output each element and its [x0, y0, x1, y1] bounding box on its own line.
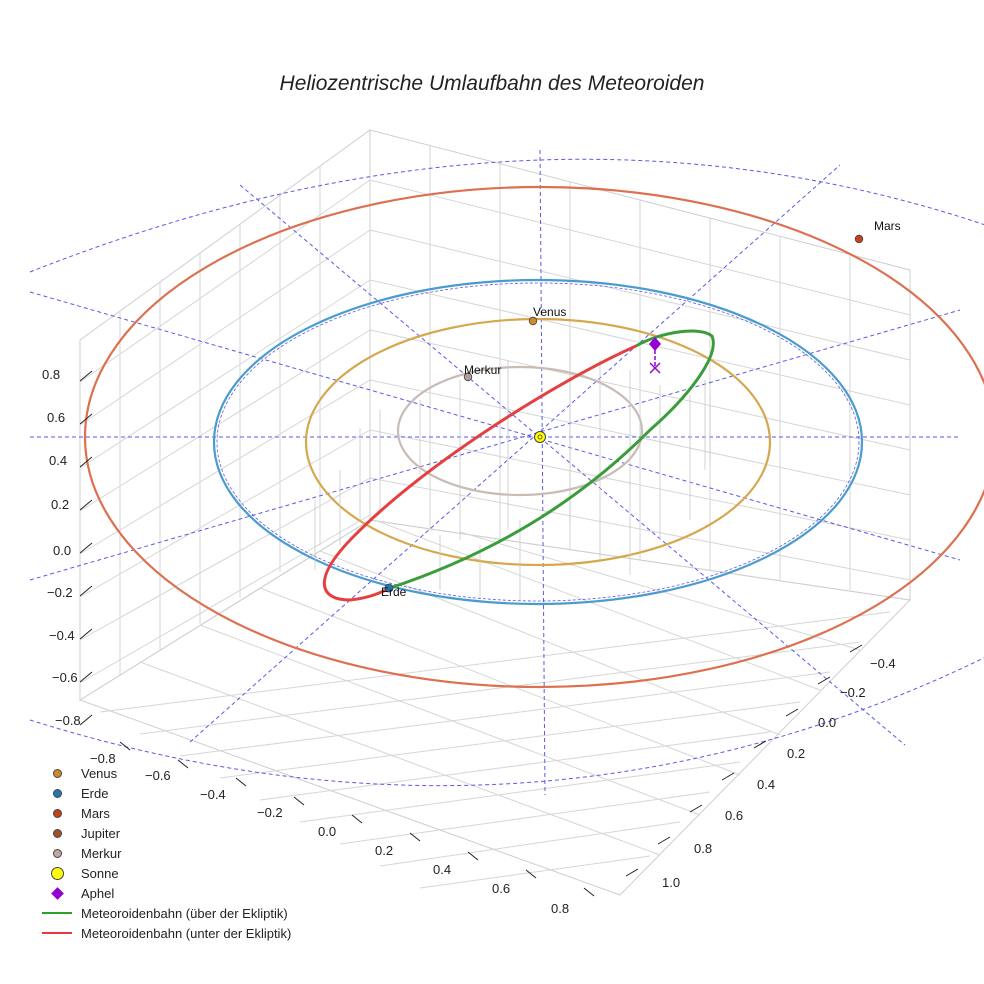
y-tick: 0.6 [725, 808, 743, 823]
legend-label: Merkur [81, 846, 122, 861]
venus-legend-marker [52, 769, 62, 779]
x-tick: 0.6 [492, 881, 510, 896]
earth-orbit-reference [216, 282, 860, 602]
legend-item-orbit-above[interactable]: Meteoroidenbahn (über der Ekliptik) [40, 903, 291, 923]
legend-label: Venus [81, 766, 118, 782]
sun-marker[interactable] [534, 431, 546, 443]
x-tick: 0.4 [433, 862, 451, 877]
earth-marker[interactable] [384, 583, 394, 593]
y-tick: −0.2 [840, 685, 866, 700]
mercury-legend-marker [52, 849, 62, 858]
aphelion-marker[interactable] [649, 337, 661, 351]
x-axis: −0.8 −0.6 −0.4 −0.2 0.0 0.2 0.4 0.6 0.8 [90, 741, 595, 916]
legend-label: Sonne [81, 865, 119, 881]
legend-label: Erde [81, 786, 109, 802]
meteoroid-orbit-above-ecliptic [389, 329, 715, 590]
mars-marker[interactable] [854, 234, 864, 244]
legend-label: Meteoroidenbahn (über der Ekliptik) [81, 905, 288, 921]
y-tick: 0.4 [757, 777, 775, 792]
orbit-above-legend-line [42, 912, 72, 915]
chart-title: Heliozentrische Umlaufbahn des Meteoroid… [279, 72, 705, 95]
legend-label: Jupiter [81, 826, 121, 842]
mars-label: Mars [874, 219, 901, 233]
z-tick: 0.2 [51, 497, 69, 512]
sun-center [537, 434, 543, 440]
x-tick: −0.8 [90, 751, 116, 766]
y-tick: 0.8 [694, 841, 712, 856]
legend-label: Aphel [81, 885, 115, 901]
aphelion-projection-marker [649, 362, 661, 374]
y-tick: 0.2 [787, 746, 805, 761]
legend-item-mars[interactable]: Mars [40, 804, 291, 824]
legend-label: Mars [81, 806, 110, 822]
z-tick: 0.4 [49, 453, 67, 468]
jupiter-legend-marker [52, 829, 62, 839]
legend-item-orbit-below[interactable]: Meteoroidenbahn (unter der Ekliptik) [40, 923, 291, 943]
aphelion-legend-marker [50, 886, 64, 900]
y-tick: −0.4 [870, 656, 896, 671]
legend-item-jupiter[interactable]: Jupiter [40, 824, 291, 844]
drop-lines [314, 352, 711, 600]
x-tick: 0.0 [318, 824, 336, 839]
legend-item-sonne[interactable]: Sonne [40, 863, 291, 883]
venus-marker[interactable] [528, 316, 538, 326]
mars-legend-marker [52, 809, 62, 819]
x-tick: 0.2 [375, 843, 393, 858]
y-tick: 1.0 [662, 875, 680, 890]
z-tick: −0.4 [49, 628, 75, 643]
x-tick: −0.2 [257, 805, 283, 820]
legend-item-aphel[interactable]: Aphel [40, 883, 291, 903]
y-tick: 0.0 [818, 715, 836, 730]
z-tick: 0.6 [47, 410, 65, 425]
venus-label: Venus [533, 305, 566, 319]
x-tick: −0.4 [200, 787, 226, 802]
legend-item-venus[interactable]: Venus [40, 764, 291, 784]
x-tick: 0.8 [551, 901, 569, 916]
legend: Venus Erde Mars Jupiter Merkur Sonne Aph… [40, 764, 291, 943]
earth-orbit [212, 278, 864, 606]
z-axis: 0.8 0.6 0.4 0.2 0.0 −0.2 −0.4 −0.6 −0.8 [42, 367, 93, 728]
legend-item-erde[interactable]: Erde [40, 784, 291, 804]
z-tick: 0.0 [53, 543, 71, 558]
orbit-below-legend-line [42, 932, 72, 935]
mars-orbit [84, 185, 984, 689]
y-axis: −0.4 −0.2 0.0 0.2 0.4 0.6 0.8 1.0 [625, 644, 896, 890]
mercury-orbit [396, 365, 644, 497]
mercury-marker[interactable] [463, 372, 473, 382]
sun-legend-marker [50, 866, 64, 880]
earth-legend-marker [52, 789, 62, 799]
venus-orbit [304, 317, 772, 567]
z-tick: −0.2 [47, 585, 73, 600]
earth-label: Erde [381, 585, 407, 599]
legend-label: Meteoroidenbahn (unter der Ekliptik) [81, 925, 292, 941]
x-tick: −0.6 [145, 768, 171, 783]
mercury-label: Merkur [464, 363, 501, 377]
z-tick: 0.8 [42, 367, 60, 382]
z-tick: −0.6 [52, 670, 78, 685]
meteoroid-orbit-below-ecliptic [322, 344, 637, 602]
z-tick: −0.8 [55, 713, 81, 728]
legend-item-merkur[interactable]: Merkur [40, 844, 291, 864]
